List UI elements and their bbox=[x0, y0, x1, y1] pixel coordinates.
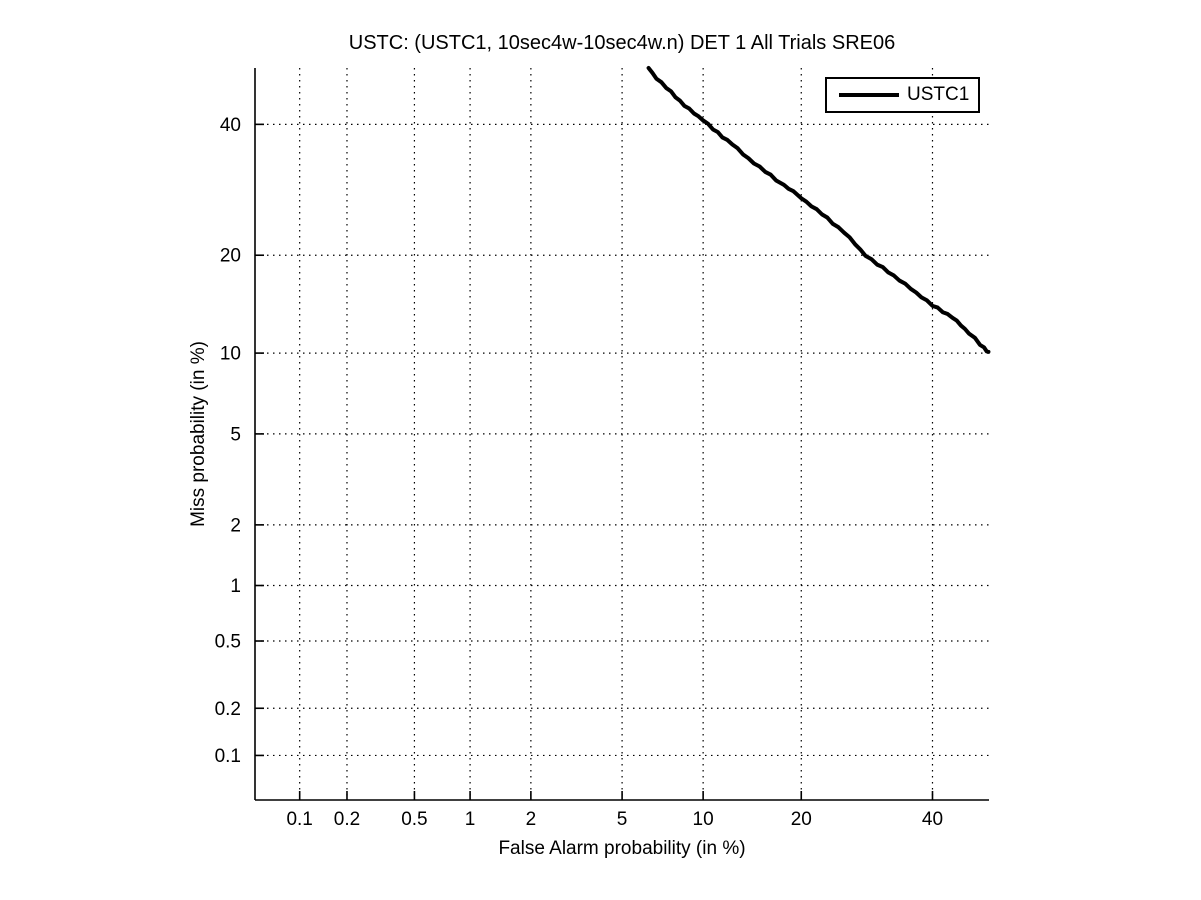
x-tick-label-0.1: 0.1 bbox=[286, 809, 312, 830]
y-tick-label-20: 20 bbox=[220, 246, 241, 267]
y-tick-label-40: 40 bbox=[220, 115, 241, 136]
x-tick-label-20: 20 bbox=[791, 809, 812, 830]
x-axis-label: False Alarm probability (in %) bbox=[498, 838, 746, 859]
x-tick-label-10: 10 bbox=[693, 809, 714, 830]
plot-title: USTC: (USTC1, 10sec4w-10sec4w.n) DET 1 A… bbox=[348, 32, 896, 54]
y-tick-label-5: 5 bbox=[230, 424, 241, 445]
x-tick-label-0.2: 0.2 bbox=[334, 809, 360, 830]
y-tick-label-2: 2 bbox=[230, 515, 241, 536]
x-tick-label-1: 1 bbox=[465, 809, 476, 830]
legend-label-ustc1: USTC1 bbox=[907, 84, 970, 105]
y-tick-label-0.5: 0.5 bbox=[215, 632, 241, 653]
y-tick-label-0.1: 0.1 bbox=[215, 746, 241, 767]
det-curve-ustc1 bbox=[646, 66, 991, 354]
y-tick-label-1: 1 bbox=[230, 576, 241, 597]
y-axis-label: Miss probability (in %) bbox=[188, 341, 209, 527]
x-tick-label-0.5: 0.5 bbox=[401, 809, 427, 830]
legend-box: USTC1 bbox=[825, 77, 980, 113]
x-tick-label-2: 2 bbox=[526, 809, 537, 830]
y-tick-label-10: 10 bbox=[220, 344, 241, 365]
x-tick-label-40: 40 bbox=[922, 809, 943, 830]
x-tick-label-5: 5 bbox=[617, 809, 628, 830]
legend-line-swatch-ustc1 bbox=[839, 93, 899, 97]
y-tick-label-0.2: 0.2 bbox=[215, 699, 241, 720]
